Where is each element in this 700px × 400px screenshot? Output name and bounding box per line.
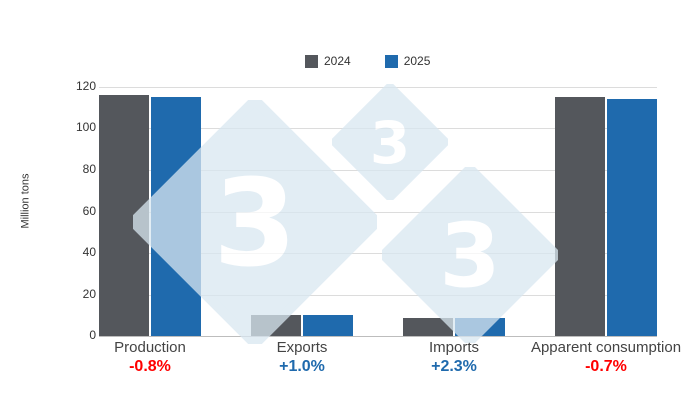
bar-imports-2024 (403, 318, 453, 336)
percent-change-label: +1.0% (279, 358, 325, 375)
legend-swatch-2025 (384, 54, 398, 68)
gridline (99, 336, 657, 337)
percent-change-label: -0.8% (129, 358, 171, 375)
gridline (99, 253, 657, 254)
watermark-diamond-icon: 3 (332, 84, 448, 200)
y-tick-label: 100 (75, 120, 96, 134)
svg-text:3: 3 (439, 205, 500, 308)
gridline (99, 212, 657, 213)
bar-exports-2025 (303, 315, 353, 336)
percent-change-label: -0.7% (585, 358, 627, 375)
bar-exports-2024 (251, 315, 301, 336)
bar-apparent-consumption-2024 (555, 97, 605, 336)
legend-item-2025: 2025 (384, 54, 431, 68)
legend-item-2024: 2024 (305, 54, 351, 68)
y-tick-label: 40 (82, 245, 96, 259)
percent-change-label: +2.3% (431, 358, 477, 375)
legend-label-2025: 2025 (403, 54, 431, 68)
gridline (99, 87, 657, 88)
bar-production-2024 (99, 95, 149, 336)
legend-label-2024: 2024 (324, 54, 351, 68)
y-tick-label: 60 (82, 204, 96, 218)
y-tick-label: 0 (89, 328, 96, 342)
y-tick-label: 80 (82, 162, 96, 176)
bar-production-2025 (151, 97, 201, 336)
legend: 2024 2025 (305, 54, 430, 68)
bar-imports-2025 (455, 318, 505, 336)
y-tick-label: 120 (75, 79, 96, 93)
bar-apparent-consumption-2025 (607, 99, 657, 336)
gridline (99, 295, 657, 296)
y-axis-label: Million tons (19, 173, 32, 229)
category-label: Apparent consumption (530, 339, 682, 356)
category-label: Imports (428, 339, 479, 356)
svg-text:3: 3 (213, 155, 297, 294)
legend-swatch-2024 (305, 54, 318, 68)
svg-text:3: 3 (370, 109, 410, 177)
y-tick-label: 20 (82, 287, 96, 301)
watermark-diamond-icon: 3 (382, 167, 558, 343)
